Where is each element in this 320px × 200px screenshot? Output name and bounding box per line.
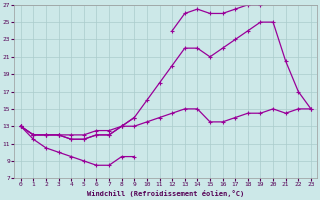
X-axis label: Windchill (Refroidissement éolien,°C): Windchill (Refroidissement éolien,°C): [87, 190, 244, 197]
